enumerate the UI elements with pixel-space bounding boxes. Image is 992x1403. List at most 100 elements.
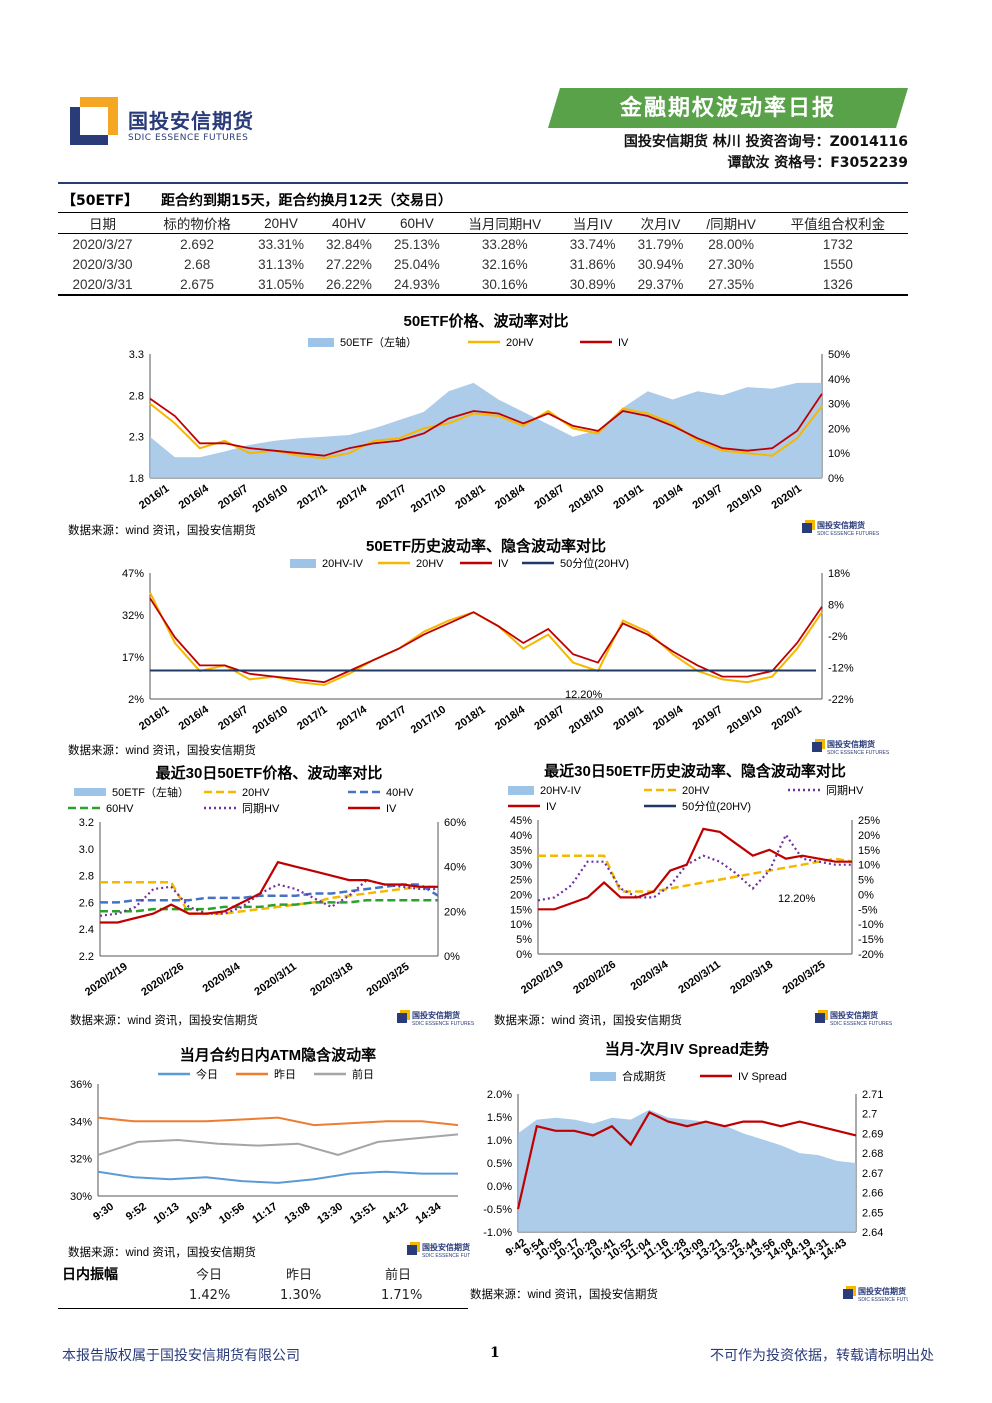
amplitude-header-yesterday: 昨日	[286, 1268, 313, 1283]
table-cell: 1550	[822, 256, 853, 272]
y-tick-left: 36%	[70, 1079, 92, 1091]
x-tick-label: 2016/10	[251, 483, 290, 516]
x-tick-label: 14:34	[413, 1200, 444, 1226]
x-tick-label: 13:30	[315, 1201, 345, 1227]
chart-annotation: 12.20%	[565, 689, 603, 701]
x-tick-label: 14:12	[381, 1201, 411, 1227]
table-cell: 2.68	[183, 256, 211, 272]
legend-label: 合成期货	[622, 1069, 666, 1083]
series-line-iv	[149, 393, 823, 457]
mini-logo-sub: SDIC ESSENCE FUTURES	[817, 531, 880, 537]
y-tick-right: 0%	[858, 889, 874, 901]
amplitude-header-today: 今日	[196, 1268, 223, 1283]
y-tick-right: 60%	[444, 817, 466, 829]
x-tick-label: 2020/3/4	[629, 958, 672, 993]
table-cell: 26.22%	[326, 276, 372, 292]
recent30-price-vol-chart: 最近30日50ETF价格、波动率对比 50ETF（左轴） 20HV 40HV 60HV 同…	[68, 764, 475, 1027]
y-tick-right: -10%	[858, 919, 884, 931]
table-cell: 2.692	[180, 236, 214, 252]
col-header: 平值组合权利金	[790, 217, 886, 232]
x-tick-label: 2020/3/25	[365, 961, 412, 999]
x-tick-label: 2019/7	[690, 704, 724, 733]
series-line-yday	[97, 1116, 459, 1127]
summary-tag: 【50ETF】	[62, 193, 139, 209]
series-area-synth	[518, 1109, 856, 1232]
table-cell: 27.22%	[326, 256, 372, 272]
x-tick-label: 2017/7	[374, 483, 408, 512]
x-tick-label: 2020/1	[770, 483, 804, 512]
y-tick-left: 40%	[510, 830, 532, 842]
x-tick-label: 2020/2/19	[83, 961, 130, 999]
table-cell: 31.79%	[637, 236, 684, 252]
x-tick-label: 2017/1	[295, 704, 329, 733]
mini-logo-icon	[407, 1245, 417, 1255]
x-tick-label: 2018/1	[453, 483, 487, 512]
author-line-2: 谭歆汝 资格号：F3052239	[727, 155, 908, 171]
x-tick-label: 2020/3/11	[676, 959, 722, 997]
y-tick-right: -12%	[828, 663, 854, 675]
table-cell: 33.28%	[481, 236, 528, 252]
x-tick-label: 2016/7	[216, 483, 250, 512]
series-line-spread	[516, 1110, 857, 1210]
legend-label: 20HV	[682, 785, 710, 797]
table-cell: 2.675	[180, 276, 214, 292]
report-title-banner: 金融期权波动率日报	[548, 88, 908, 128]
y-tick-left: 2.4	[79, 924, 94, 936]
x-tick-label: 2019/1	[611, 704, 645, 733]
table-cell: 2020/3/31	[72, 276, 133, 292]
table-cell: 27.30%	[708, 256, 755, 272]
recent30-hv-iv-chart: 最近30日50ETF历史波动率、隐含波动率对比 20HV-IV 20HV 同期HV IV…	[494, 762, 893, 1027]
y-tick-right: 20%	[858, 830, 880, 842]
x-tick-label: 2016/7	[216, 704, 250, 733]
legend-label: 60HV	[106, 803, 134, 815]
x-tick-label: 2018/4	[493, 482, 528, 512]
footer-disclaimer: 不可作为投资依据，转载请标明出处	[710, 1348, 934, 1364]
legend-label: 20HV	[416, 558, 444, 570]
y-tick-left: 25%	[510, 875, 532, 887]
table-cell: 28.00%	[708, 236, 755, 252]
y-tick-left: 15%	[510, 904, 532, 916]
y-tick-right: 2.65	[862, 1207, 883, 1219]
table-cell: 25.04%	[393, 256, 440, 272]
summary-text: 距合约到期15天，距合约换月12天（交易日）	[161, 193, 453, 209]
legend-label: 50ETF（左轴）	[112, 785, 189, 799]
mini-logo-sub: SDIC ESSENCE FUTURES	[422, 1253, 470, 1259]
mini-logo-sub: SDIC ESSENCE FUTURES	[412, 1021, 475, 1027]
legend-label: 同期HV	[242, 802, 280, 815]
x-tick-label: 2018/10	[567, 483, 606, 516]
chart-title: 最近30日50ETF价格、波动率对比	[156, 764, 383, 782]
y-tick-left: 1.0%	[487, 1135, 512, 1147]
table-cell: 24.93%	[393, 276, 440, 292]
chart-title: 当月-次月IV Spread走势	[605, 1040, 769, 1058]
table-cell: 2020/3/27	[72, 236, 133, 252]
legend-label: IV	[498, 558, 509, 570]
legend-label: 50ETF（左轴）	[340, 335, 417, 349]
amplitude-value-daybefore: 1.71%	[381, 1288, 423, 1303]
logo-subtitle: SDIC ESSENCE FUTURES	[128, 133, 249, 143]
col-header: /同期HV	[706, 217, 756, 232]
mini-logo-icon	[843, 1289, 853, 1299]
table-cell: 31.13%	[258, 256, 304, 272]
y-tick-right: 20%	[828, 423, 850, 435]
y-tick-left: 3.2	[79, 817, 94, 829]
table-cell: 30.94%	[637, 256, 684, 272]
chart-title: 50ETF价格、波动率对比	[403, 312, 568, 330]
legend-label: 同期HV	[826, 784, 864, 797]
mini-logo-icon	[812, 742, 822, 752]
table-row: 2020/3/27 2.692 33.31% 32.84% 25.13% 33.…	[58, 234, 908, 255]
series-line-iv	[538, 827, 852, 911]
x-tick-label: 2018/4	[493, 703, 528, 733]
y-tick-left: 2%	[128, 694, 144, 706]
footer-copyright: 本报告版权属于国投安信期货有限公司	[62, 1348, 300, 1364]
x-tick-label: 10:56	[217, 1201, 247, 1227]
col-header: 当月IV	[572, 217, 613, 232]
mini-logo-sub: SDIC ESSENCE FUTURES	[830, 1021, 893, 1027]
y-tick-right: 2.64	[862, 1227, 883, 1239]
y-tick-right: 20%	[444, 906, 466, 918]
y-tick-right: 8%	[828, 600, 844, 612]
amplitude-divider	[58, 1308, 468, 1309]
etf-price-vol-chart: 50ETF价格、波动率对比 50ETF（左轴） 20HV IV 1.8 2.3 2.8 3.3…	[68, 312, 880, 537]
x-tick-label: 2019/7	[690, 483, 724, 512]
